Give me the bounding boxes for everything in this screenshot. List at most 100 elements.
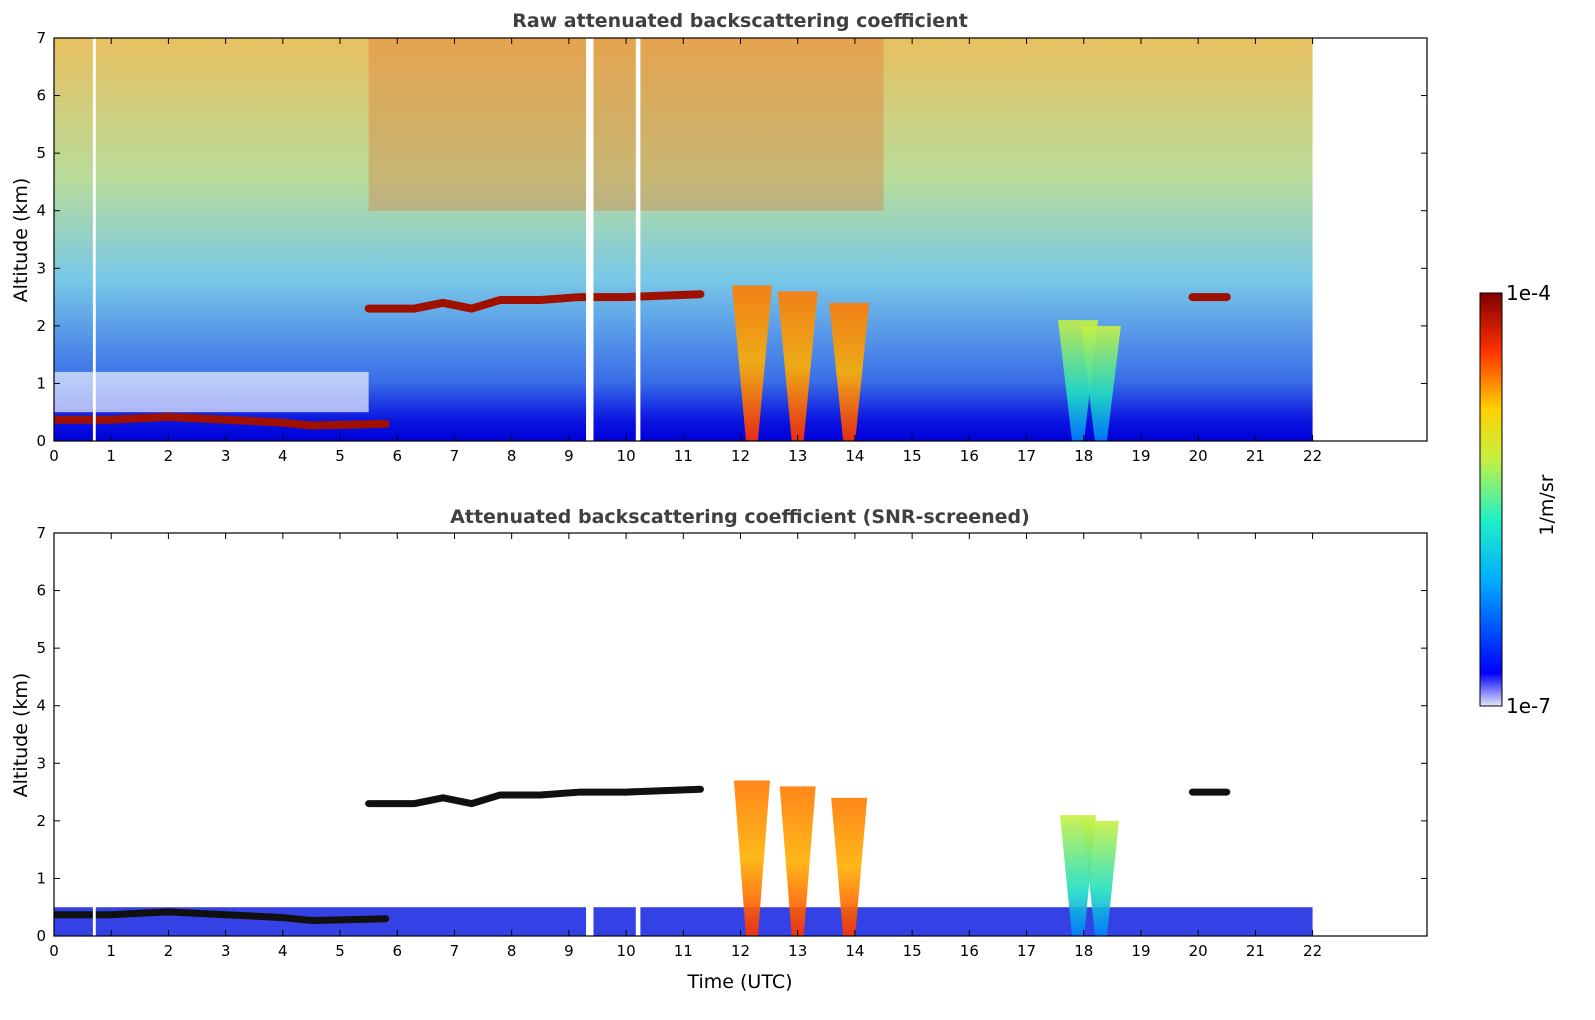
x-tick-label: 4 [278, 447, 288, 465]
x-tick-label: 9 [564, 447, 574, 465]
x-tick-label: 20 [1189, 942, 1208, 960]
y-tick-label: 4 [36, 202, 46, 220]
x-tick-label: 21 [1246, 447, 1265, 465]
raw-layer-boundary-layer [54, 412, 390, 430]
x-tick-label: 8 [507, 942, 517, 960]
raw-data-gap [92, 38, 96, 441]
x-tick-label: 10 [617, 942, 636, 960]
x-tick-label: 4 [278, 942, 288, 960]
x-tick-label: 3 [221, 942, 231, 960]
screened-panel-title: Attenuated backscattering coefficient (S… [450, 506, 1030, 528]
y-tick-label: 0 [36, 927, 46, 945]
y-tick-label: 6 [36, 582, 46, 600]
y-tick-label: 1 [36, 869, 46, 887]
x-tick-label: 18 [1074, 942, 1093, 960]
x-tick-label: 0 [49, 447, 59, 465]
raw-plume [1080, 325, 1121, 441]
raw-panel-title: Raw attenuated backscattering coefficien… [512, 10, 968, 32]
colorbar-gradient [1479, 292, 1503, 707]
x-tick-label: 19 [1131, 447, 1150, 465]
x-tick-label: 21 [1246, 942, 1265, 960]
y-tick-label: 1 [36, 374, 46, 392]
x-tick-label: 13 [788, 447, 807, 465]
screened-panel-xlabel: Time (UTC) [686, 971, 792, 993]
screened-data-gap [92, 901, 96, 936]
screened-panel: Attenuated backscattering coefficient (S… [10, 506, 1428, 993]
x-tick-label: 22 [1303, 447, 1322, 465]
x-tick-label: 16 [960, 942, 979, 960]
screened-data-gap [635, 901, 641, 936]
x-tick-label: 1 [106, 447, 116, 465]
x-tick-label: 7 [450, 447, 460, 465]
x-tick-label: 1 [106, 942, 116, 960]
x-tick-label: 0 [49, 942, 59, 960]
y-tick-label: 5 [36, 639, 46, 657]
screened-axes: 0 1 2 3 4 5 6 7 8 9 10 11 12 13 14 15 16 17 18 19 20 21 220123… [36, 524, 1427, 960]
x-tick-label: 5 [335, 942, 345, 960]
x-tick-label: 7 [450, 942, 460, 960]
x-tick-label: 5 [335, 447, 345, 465]
y-tick-label: 2 [36, 317, 46, 335]
screened-layer-cloud-2km [365, 785, 704, 808]
colorbar-max-label: 1e-4 [1506, 281, 1551, 305]
screened-panel-ylabel: Altitude (km) [10, 673, 32, 798]
y-tick-label: 6 [36, 87, 46, 105]
raw-plume [731, 285, 772, 441]
x-tick-label: 10 [617, 447, 636, 465]
raw-panel-ylabel: Altitude (km) [10, 178, 32, 303]
x-tick-label: 15 [903, 447, 922, 465]
x-tick-label: 20 [1189, 447, 1208, 465]
raw-heatmap [54, 38, 1313, 441]
y-tick-label: 0 [36, 432, 46, 450]
screened-plume [779, 786, 816, 936]
x-tick-label: 19 [1131, 942, 1150, 960]
y-tick-label: 4 [36, 697, 46, 715]
x-tick-label: 14 [845, 942, 864, 960]
x-tick-label: 8 [507, 447, 517, 465]
colorbar: 1e-4 1e-7 1/m/sr [1479, 281, 1558, 718]
x-tick-label: 12 [731, 942, 750, 960]
y-tick-label: 7 [36, 524, 46, 542]
raw-clear-region [54, 371, 369, 413]
x-tick-label: 18 [1074, 447, 1093, 465]
y-tick-label: 3 [36, 259, 46, 277]
x-tick-label: 9 [564, 942, 574, 960]
x-tick-label: 16 [960, 447, 979, 465]
x-tick-label: 3 [221, 447, 231, 465]
y-tick-label: 2 [36, 812, 46, 830]
x-tick-label: 11 [674, 942, 693, 960]
screened-plume [733, 780, 770, 936]
screened-heatmap [54, 780, 1313, 936]
y-tick-label: 5 [36, 144, 46, 162]
screened-layer-boundary-layer [54, 908, 390, 924]
x-tick-label: 6 [392, 942, 402, 960]
x-tick-label: 13 [788, 942, 807, 960]
raw-panel: Raw attenuated backscattering coefficien… [10, 10, 1428, 465]
y-tick-label: 3 [36, 754, 46, 772]
raw-plume [777, 291, 818, 441]
screened-plume [831, 797, 868, 936]
x-tick-label: 22 [1303, 942, 1322, 960]
raw-high-noise-region [368, 38, 884, 211]
raw-layer-cloud-2km [364, 290, 705, 313]
screened-data-gap [586, 901, 594, 936]
raw-data-gap [635, 38, 641, 441]
raw-data-gap [586, 38, 594, 441]
x-tick-label: 17 [1017, 942, 1036, 960]
x-tick-label: 17 [1017, 447, 1036, 465]
x-tick-label: 6 [392, 447, 402, 465]
x-tick-label: 14 [845, 447, 864, 465]
x-tick-label: 12 [731, 447, 750, 465]
x-tick-label: 2 [164, 942, 174, 960]
colorbar-min-label: 1e-7 [1506, 694, 1551, 718]
x-tick-label: 15 [903, 942, 922, 960]
x-tick-label: 11 [674, 447, 693, 465]
screened-plot-frame [53, 532, 1428, 937]
raw-axes: 0 1 2 3 4 5 6 7 8 9 10 11 12 13 14 15 16 17 18 19 20 21 220123… [36, 29, 1427, 465]
colorbar-unit-label: 1/m/sr [1536, 474, 1558, 535]
raw-plume [829, 302, 870, 441]
x-tick-label: 2 [164, 447, 174, 465]
screened-plume [1082, 820, 1119, 936]
y-tick-label: 7 [36, 29, 46, 47]
